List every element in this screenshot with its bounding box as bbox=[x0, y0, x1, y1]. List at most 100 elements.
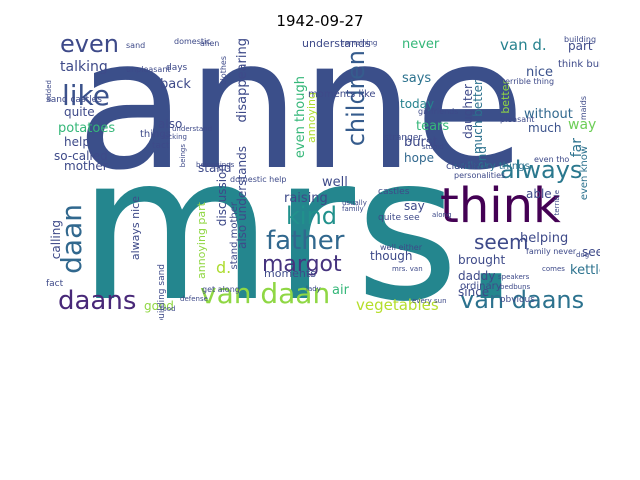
word-cloud-word: domestic help bbox=[230, 175, 287, 184]
word-cloud-word: understands bbox=[302, 37, 371, 50]
word-cloud-word: raising bbox=[284, 191, 328, 206]
word-cloud-word: annoying part bbox=[195, 202, 208, 279]
word-cloud-word: brought bbox=[458, 253, 506, 267]
word-cloud-word: good bbox=[144, 299, 174, 313]
word-cloud-word: fact bbox=[46, 279, 64, 289]
word-cloud-word: so-called bbox=[54, 149, 108, 163]
word-cloud-word: usually bbox=[342, 199, 367, 207]
word-cloud-word: domestic bbox=[174, 37, 211, 46]
word-cloud-word: stranger bbox=[384, 133, 423, 143]
word-cloud-word: unpleasant bbox=[126, 65, 171, 74]
word-cloud-word: calling bbox=[49, 220, 63, 260]
word-cloud-word: think building bbox=[558, 59, 600, 70]
word-cloud-word: sand bbox=[126, 41, 146, 50]
word-cloud-word: alien bbox=[200, 39, 220, 48]
word-cloud-word: van daans bbox=[460, 286, 585, 314]
word-cloud-word: hope bbox=[404, 151, 434, 165]
word-cloud-word: also bbox=[158, 117, 183, 131]
word-cloud-word: beings bbox=[179, 144, 187, 168]
word-cloud-word: today bbox=[400, 97, 435, 111]
word-cloud: anne mrs. think van daan van daans daans fathe… bbox=[40, 36, 600, 320]
word-cloud-word: nice bbox=[526, 65, 553, 80]
word-cloud-word: stupid bbox=[422, 143, 444, 151]
word-cloud-word: disappearing bbox=[235, 38, 250, 123]
word-cloud-word: always nice bbox=[129, 196, 142, 261]
word-cloud-word: family never bbox=[526, 247, 577, 256]
word-cloud-word: daddy bbox=[458, 269, 496, 283]
word-cloud-word: days bbox=[166, 63, 188, 73]
word-cloud-word: think bbox=[440, 178, 561, 234]
word-cloud-word: every sun bbox=[412, 297, 447, 305]
word-cloud-word: way bbox=[568, 117, 597, 133]
word-cloud-word: even bbox=[60, 36, 119, 58]
word-cloud-word: tears bbox=[416, 119, 450, 134]
word-cloud-word: without bbox=[524, 107, 573, 122]
word-cloud-word: though bbox=[370, 249, 413, 263]
word-cloud-word: pleasant bbox=[500, 115, 535, 124]
word-cloud-word: much bbox=[528, 121, 562, 135]
word-cloud-word: see bbox=[582, 245, 600, 259]
word-cloud-word: speakers bbox=[498, 273, 530, 281]
word-cloud-word: air bbox=[332, 283, 349, 298]
word-cloud-word: stand mother bbox=[229, 202, 240, 270]
word-cloud-word: mrs. van bbox=[392, 265, 423, 273]
word-cloud-word: say bbox=[404, 199, 425, 213]
word-cloud-word: defense bbox=[180, 295, 208, 303]
word-cloud-word: mother bbox=[64, 159, 108, 173]
word-cloud-word: van daan bbox=[200, 277, 331, 310]
word-cloud-word: help bbox=[64, 135, 90, 149]
word-cloud-word: well either bbox=[380, 243, 423, 252]
word-cloud-word: vegetables bbox=[356, 296, 439, 314]
word-cloud-word: sand castles bbox=[46, 95, 102, 105]
word-cloud-word: says bbox=[402, 71, 432, 86]
word-cloud-word: clothes bbox=[219, 56, 228, 85]
word-cloud-word: stand bbox=[198, 161, 232, 175]
word-cloud-word: things bbox=[140, 129, 171, 140]
word-cloud-word: able bbox=[526, 187, 552, 201]
word-cloud-word: belongings bbox=[196, 161, 235, 169]
word-cloud-word: d. bbox=[216, 258, 232, 277]
word-cloud-word: even tho bbox=[534, 155, 570, 164]
word-cloud-word: seem bbox=[474, 230, 529, 254]
word-cloud-word: dog bbox=[576, 251, 590, 259]
word-cloud-word: remaining bbox=[342, 39, 378, 47]
word-cloud-word: along bbox=[432, 211, 452, 219]
word-cloud-word: van d. bbox=[500, 36, 547, 54]
word-cloud-word: quite bbox=[64, 105, 95, 119]
word-cloud-word: helping bbox=[520, 231, 569, 246]
word-cloud-word: personalities bbox=[454, 171, 506, 180]
word-cloud-word: tact bbox=[152, 141, 170, 151]
word-cloud-word: maids bbox=[579, 96, 588, 121]
word-cloud-word: added bbox=[45, 80, 53, 102]
word-cloud-word: girlfriends bbox=[418, 107, 459, 116]
word-cloud-word: comes bbox=[542, 265, 565, 273]
word-cloud-word: food bbox=[160, 305, 176, 313]
word-cloud-word: get along bbox=[202, 285, 240, 294]
word-cloud-word: lady bbox=[306, 285, 321, 293]
word-cloud-word: even know bbox=[579, 146, 590, 201]
word-cloud-word: back bbox=[160, 77, 191, 92]
word-cloud-word: terrible thing bbox=[502, 77, 555, 86]
word-cloud-word: potatoes bbox=[58, 121, 116, 136]
word-cloud-word: like bbox=[62, 79, 111, 112]
word-cloud-word: bedbuns bbox=[500, 283, 531, 291]
word-cloud-word: kind bbox=[286, 202, 338, 230]
word-cloud-word: obvious bbox=[500, 295, 535, 305]
word-cloud-word: terrible bbox=[553, 190, 561, 216]
word-cloud-word: daughter bbox=[461, 84, 475, 139]
word-cloud-word: moments bbox=[264, 267, 316, 280]
word-cloud-word: building bbox=[564, 36, 597, 44]
word-cloud-word: margot bbox=[262, 252, 342, 277]
word-cloud-word: castles bbox=[378, 187, 410, 197]
word-cloud-word: ordinary things bbox=[454, 161, 530, 172]
word-cloud-word: kettle bbox=[570, 263, 600, 278]
word-cloud-word: claimed bbox=[446, 161, 486, 172]
word-cloud-word: moments like bbox=[308, 89, 376, 100]
word-cloud-word: understand bbox=[172, 125, 213, 133]
word-cloud-word: part bbox=[568, 39, 593, 53]
word-cloud-word: father bbox=[266, 226, 345, 256]
word-cloud-word: well bbox=[322, 175, 348, 190]
word-cloud-word: always bbox=[500, 156, 583, 184]
figure-title: 1942-09-27 bbox=[276, 12, 364, 30]
